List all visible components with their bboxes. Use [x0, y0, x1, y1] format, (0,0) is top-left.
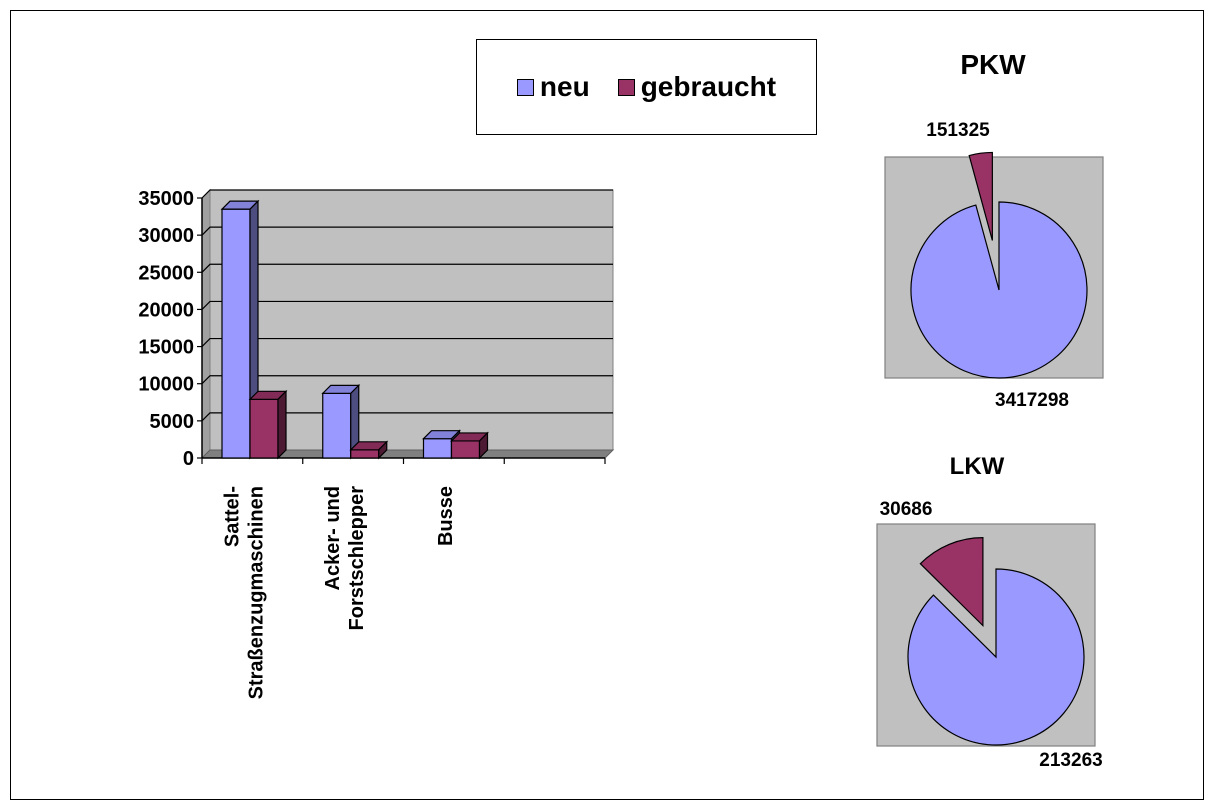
- y-tick-label: 25000: [138, 262, 194, 284]
- y-tick-label: 0: [183, 448, 194, 470]
- bar-neu-1: [321, 383, 361, 460]
- pkw-pie-value-label: 3417298: [995, 390, 1069, 411]
- legend: neu gebraucht: [476, 39, 817, 135]
- legend-label-neu: neu: [539, 71, 590, 102]
- gridline: [201, 375, 613, 385]
- legend-item-neu: neu: [516, 71, 590, 103]
- gridline: [201, 300, 613, 310]
- bar-gebraucht-0-side: [277, 389, 287, 460]
- legend-swatch-neu: [516, 78, 534, 96]
- pkw-pie: PKW 151325 3417298: [884, 49, 1104, 411]
- plot-side-wall: [201, 188, 211, 460]
- bar-gebraucht-2: [450, 431, 489, 460]
- bar-gebraucht-1: [349, 440, 389, 460]
- pkw-pie-slice-neu: [910, 201, 1088, 379]
- bar-gebraucht-2-side: [478, 431, 489, 460]
- lkw-pie: LKW 30686 213263: [876, 453, 1103, 771]
- lkw-pie-title: LKW: [950, 453, 1005, 480]
- bar-gebraucht-2-front: [450, 440, 481, 459]
- y-tick-label: 20000: [138, 299, 194, 321]
- x-tick-label: Busse: [435, 486, 457, 546]
- x-tick-label: Acker- und: [322, 486, 344, 590]
- pkw-pie-value-label: 151325: [926, 120, 990, 141]
- bar-neu-0: [220, 199, 260, 460]
- bar-neu-2-front: [422, 438, 453, 459]
- bar-neu-0-front: [221, 208, 251, 459]
- gridline: [201, 337, 613, 347]
- lkw-pie-value-label: 213263: [1039, 750, 1102, 771]
- bar-gebraucht-1-front: [350, 449, 380, 459]
- pkw-pie-slice-gebraucht: [968, 151, 993, 241]
- lkw-pie-slice-gebraucht: [919, 537, 984, 628]
- x-tick-label: Sattel-: [221, 486, 243, 547]
- y-tick-label: 10000: [138, 374, 194, 396]
- gridline: [201, 226, 613, 236]
- bar-chart: 35000 30000 25000 20000 15000 10000 5000 0 Satte…: [138, 188, 615, 699]
- lkw-pie-value-label: 30686: [880, 499, 933, 520]
- bar-gebraucht-1-side: [378, 440, 388, 460]
- pkw-pie-title: PKW: [960, 49, 1026, 80]
- gridline: [201, 412, 613, 422]
- gridline: [201, 263, 613, 273]
- legend-label-gebraucht: gebraucht: [640, 71, 777, 102]
- x-tick-label: Forstschlepper: [346, 486, 368, 631]
- x-tick-label: Straßenzugmaschinen: [245, 486, 267, 699]
- legend-item-gebraucht: gebraucht: [617, 71, 777, 103]
- lkw-pie-slice-neu: [907, 568, 1085, 746]
- y-tick-label: 30000: [138, 225, 194, 247]
- bar-neu-1-front: [322, 392, 352, 459]
- bar-gebraucht-0-front: [249, 398, 279, 459]
- y-tick-label: 5000: [150, 411, 195, 433]
- y-tick-label: 15000: [138, 337, 194, 359]
- legend-swatch-gebraucht: [617, 78, 635, 96]
- y-tick-label: 35000: [138, 188, 194, 210]
- gridline: [201, 189, 613, 199]
- bar-gebraucht-0: [248, 389, 288, 460]
